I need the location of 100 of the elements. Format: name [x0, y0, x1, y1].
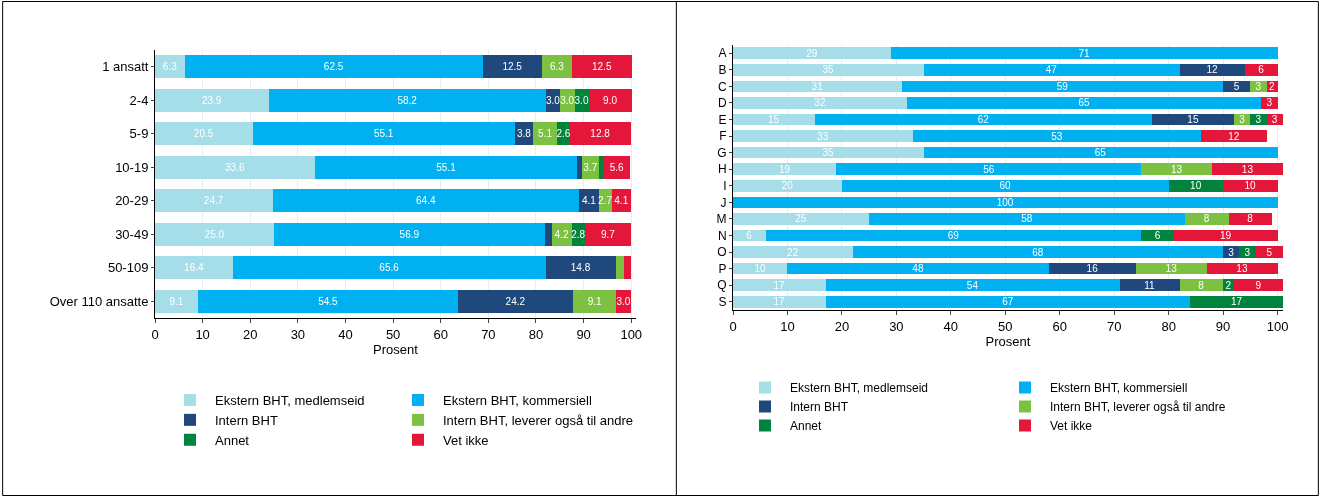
data-label: 16.4: [184, 262, 204, 274]
bar: [1223, 179, 1278, 192]
bar: [599, 155, 604, 179]
bar: [733, 146, 924, 159]
bar: [572, 55, 632, 79]
bar: [733, 279, 826, 291]
y-tick-label: I: [723, 178, 727, 193]
data-label: 22: [787, 246, 799, 258]
y-tick-label: 30-49: [115, 226, 149, 242]
bar: [155, 155, 316, 179]
data-label: 35: [822, 64, 835, 76]
y-tick-label: 20-29: [115, 193, 149, 209]
y-tick-label: 2-4: [129, 92, 149, 108]
legend-label: Annet: [215, 432, 250, 448]
data-label: 47: [1045, 64, 1058, 76]
bar: [545, 222, 552, 246]
bar: [787, 262, 1049, 275]
y-tick-label: 5-9: [129, 126, 149, 142]
y-tick-label: M: [716, 212, 727, 227]
x-tick-label: 70: [481, 326, 496, 342]
legend-label: Intern BHT: [215, 412, 278, 428]
data-label: 29: [806, 47, 818, 59]
data-label: 11: [1144, 279, 1155, 291]
data-label: 17: [773, 296, 786, 308]
data-label: 3.0: [616, 295, 631, 307]
bar: [1174, 229, 1278, 242]
bar: [1239, 246, 1256, 258]
x-tick-label: 0: [729, 318, 737, 334]
bar: [274, 222, 546, 246]
y-tick-label: C: [717, 79, 727, 94]
bar: [1233, 279, 1283, 291]
data-label: 3: [1239, 114, 1246, 126]
legend-label: Vet ikke: [443, 432, 489, 448]
data-label: 54.5: [318, 295, 339, 307]
bar: [733, 64, 924, 76]
legend-label: Intern BHT, leverer også til andre: [1050, 400, 1226, 415]
bar: [890, 47, 1278, 60]
x-tick-label: 70: [1106, 318, 1122, 334]
data-label: 9.7: [600, 228, 616, 240]
bar: [623, 256, 632, 280]
x-tick-label: 100: [1266, 318, 1289, 334]
x-tick-label: 60: [433, 326, 448, 342]
bar: [836, 163, 1142, 176]
y-tick-label: 10-19: [115, 159, 149, 175]
y-tick-label: 1 ansatt: [102, 59, 149, 75]
x-tick-label: 80: [1161, 318, 1176, 334]
legend-label: Ekstern BHT, medlemseid: [790, 381, 929, 396]
bar: [733, 196, 1278, 209]
bar: [901, 80, 1224, 93]
bar: [315, 155, 578, 179]
data-label: 23.9: [201, 94, 222, 106]
data-label: 56: [983, 163, 995, 175]
data-label: 8: [1198, 279, 1205, 291]
data-label: 13: [1241, 163, 1254, 175]
bar: [233, 256, 546, 280]
bar: [1212, 163, 1283, 176]
data-label: 65.6: [379, 262, 400, 274]
x-tick-label: 80: [528, 326, 544, 342]
bar: [1184, 213, 1229, 225]
bar: [852, 246, 1224, 258]
bar: [733, 97, 908, 109]
y-tick-label: D: [717, 96, 727, 111]
data-label: 17: [1230, 296, 1243, 308]
data-label: 12.5: [502, 61, 523, 73]
y-tick-label: S: [718, 294, 727, 309]
data-label: 3.0: [574, 94, 589, 106]
data-label: 6.3: [550, 61, 565, 73]
bar: [457, 289, 574, 313]
bar: [765, 229, 1142, 242]
data-label: 6: [746, 229, 753, 241]
bar: [588, 88, 632, 112]
data-label: 9: [1255, 279, 1262, 291]
x-tick-label: 40: [943, 318, 959, 334]
bar: [155, 189, 273, 213]
data-label: 24.7: [203, 195, 224, 207]
data-label: 2: [1269, 80, 1276, 92]
data-label: 8: [1203, 213, 1210, 225]
y-tick-label: Over 110 ansatte: [49, 293, 149, 309]
data-label: 69: [947, 229, 960, 241]
data-label: 55.1: [436, 161, 457, 173]
legend-label: Ekstern BHT, medlemseid: [215, 393, 365, 409]
data-label: 9.0: [603, 94, 618, 106]
data-label: 25.0: [204, 228, 225, 240]
bar: [1179, 279, 1224, 291]
bar: [733, 246, 853, 258]
data-label: 15: [768, 114, 780, 126]
y-tick-label: Q: [717, 278, 727, 293]
data-label: 19: [778, 163, 791, 175]
data-label: 32: [814, 97, 826, 109]
x-tick-label: 40: [338, 326, 353, 342]
data-label: 4.2: [554, 228, 569, 240]
data-label: 13: [1171, 163, 1183, 175]
data-label: 35: [822, 147, 835, 159]
x-tick-label: 10: [780, 318, 795, 334]
bar: [912, 130, 1202, 142]
x-tick-label: 10: [195, 326, 210, 342]
bar: [482, 55, 543, 79]
data-label: 4.1: [581, 195, 597, 207]
data-label: 3: [1244, 246, 1251, 258]
data-label: 13: [1165, 263, 1178, 275]
